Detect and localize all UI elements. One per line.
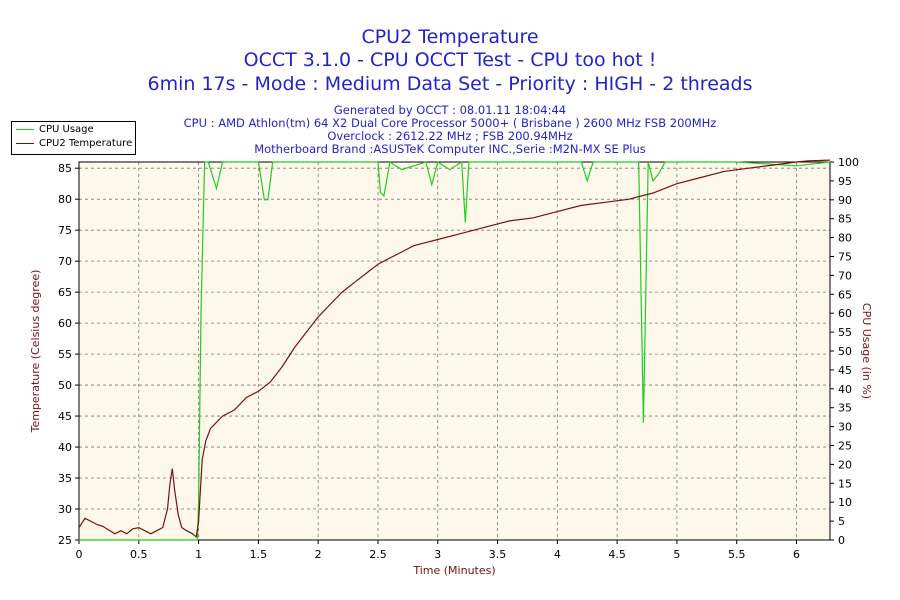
chart-subtitle-mode: 6min 17s - Mode : Medium Data Set - Prio… — [147, 73, 753, 95]
chart-title: CPU2 Temperature — [361, 26, 539, 48]
x-tick-label: 0 — [76, 548, 83, 561]
y2-tick-label: 40 — [838, 383, 852, 396]
x-tick-label: 3 — [434, 548, 441, 561]
y-tick-label: 85 — [58, 162, 72, 175]
y-tick-label: 45 — [58, 410, 72, 423]
y-tick-label: 60 — [58, 317, 72, 330]
y2-tick-label: 75 — [838, 251, 852, 264]
y2-tick-label: 55 — [838, 326, 852, 339]
legend: CPU Usage CPU2 Temperature — [11, 121, 136, 155]
y2-tick-label: 100 — [838, 156, 859, 169]
x-tick-label: 6 — [793, 548, 800, 561]
y2-tick-label: 95 — [838, 175, 852, 188]
y2-tick-label: 20 — [838, 458, 852, 471]
legend-swatch-cpu-usage — [16, 128, 34, 130]
x-tick-label: 3.5 — [489, 548, 507, 561]
y-tick-label: 65 — [58, 286, 72, 299]
y2-tick-label: 25 — [838, 440, 852, 453]
y2-tick-label: 70 — [838, 269, 852, 282]
x-tick-label: 5.5 — [728, 548, 746, 561]
y-tick-label: 75 — [58, 224, 72, 237]
x-tick-label: 2.5 — [369, 548, 387, 561]
y-tick-label: 30 — [58, 503, 72, 516]
y-axis-label: Temperature (Celsius degree) — [29, 270, 42, 434]
y2-tick-label: 5 — [838, 515, 845, 528]
x-tick-label: 1 — [195, 548, 202, 561]
y2-tick-label: 80 — [838, 232, 852, 245]
y2-tick-label: 15 — [838, 477, 852, 490]
plot-area — [79, 162, 830, 540]
x-tick-label: 5 — [673, 548, 680, 561]
y2-tick-label: 30 — [838, 421, 852, 434]
motherboard-info: Motherboard Brand :ASUSTeK Computer INC.… — [254, 142, 646, 156]
y2-tick-label: 35 — [838, 402, 852, 415]
plot-frame — [78, 161, 831, 541]
y-tick-label: 80 — [58, 193, 72, 206]
legend-label-cpu2-temperature: CPU2 Temperature — [39, 138, 133, 149]
y2-axis-label: CPU Usage (in %) — [860, 303, 873, 399]
y2-tick-label: 65 — [838, 288, 852, 301]
y-tick-label: 55 — [58, 348, 72, 361]
x-tick-label: 2 — [315, 548, 322, 561]
series-line-cpu2-temperature — [78, 159, 831, 539]
legend-label-cpu-usage: CPU Usage — [39, 124, 94, 135]
x-tick-label: 4 — [554, 548, 561, 561]
series-line-cpu-usage — [79, 160, 831, 541]
cpu-info: CPU : AMD Athlon(tm) 64 X2 Dual Core Pro… — [183, 116, 717, 130]
chart-subtitle-test: OCCT 3.1.0 - CPU OCCT Test - CPU too hot… — [243, 49, 657, 71]
legend-entry-cpu2-temperature: CPU2 Temperature — [16, 138, 132, 150]
y2-tick-label: 10 — [838, 496, 852, 509]
x-tick-label: 0.5 — [130, 548, 148, 561]
generated-info: Generated by OCCT : 08.01.11 18:04:44 — [333, 103, 567, 117]
x-axis-label: Time (Minutes) — [412, 564, 495, 577]
y-tick-label: 70 — [58, 255, 72, 268]
legend-swatch-cpu2-temperature — [16, 142, 34, 144]
y2-tick-label: 45 — [838, 364, 852, 377]
y2-tick-label: 60 — [838, 307, 852, 320]
y-tick-label: 25 — [58, 534, 72, 547]
y2-tick-label: 85 — [838, 213, 852, 226]
y-tick-label: 40 — [58, 441, 72, 454]
y2-tick-label: 0 — [838, 534, 845, 547]
overclock-info: Overclock : 2612.22 MHz ; FSB 200.94MHz — [327, 129, 573, 143]
y-tick-label: 35 — [58, 472, 72, 485]
y2-tick-label: 50 — [838, 345, 852, 358]
x-tick-label: 1.5 — [250, 548, 268, 561]
y2-tick-label: 90 — [838, 194, 852, 207]
x-tick-label: 4.5 — [608, 548, 626, 561]
y-tick-label: 50 — [58, 379, 72, 392]
legend-entry-cpu-usage: CPU Usage — [16, 124, 94, 136]
